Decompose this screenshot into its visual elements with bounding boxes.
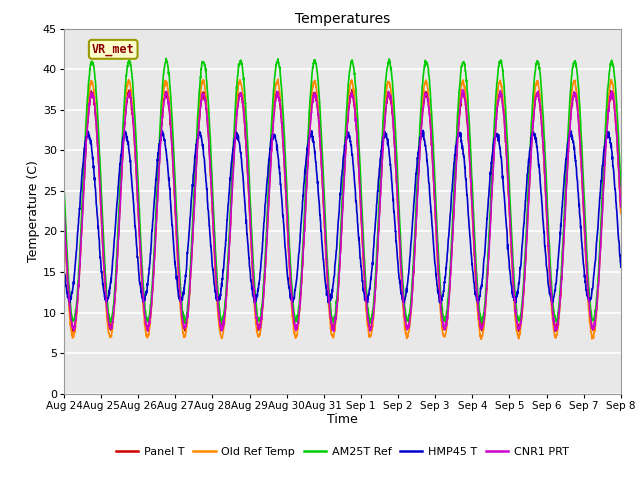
HMP45 T xyxy=(504,252,512,257)
AM25T Ref xyxy=(359,221,367,227)
Line: AM25T Ref: AM25T Ref xyxy=(64,59,621,324)
Old Ref Temp xyxy=(274,76,282,82)
Old Ref Temp xyxy=(371,293,379,299)
AM25T Ref xyxy=(568,71,576,76)
HMP45 T xyxy=(568,136,576,142)
AM25T Ref xyxy=(60,184,68,190)
HMP45 T xyxy=(419,127,427,133)
CNR1 PRT xyxy=(584,276,591,282)
Line: Panel T: Panel T xyxy=(64,90,621,332)
Panel T xyxy=(60,207,68,213)
Line: CNR1 PRT: CNR1 PRT xyxy=(64,90,621,331)
X-axis label: Time: Time xyxy=(327,413,358,426)
Panel T xyxy=(348,87,356,93)
Title: Temperatures: Temperatures xyxy=(295,12,390,26)
HMP45 T xyxy=(60,262,68,268)
AM25T Ref xyxy=(617,184,625,190)
Line: Old Ref Temp: Old Ref Temp xyxy=(64,79,621,339)
HMP45 T xyxy=(548,301,556,307)
Old Ref Temp xyxy=(477,336,485,342)
HMP45 T xyxy=(584,294,591,300)
Old Ref Temp xyxy=(60,212,68,217)
HMP45 T xyxy=(617,264,625,270)
AM25T Ref xyxy=(216,305,223,311)
HMP45 T xyxy=(216,297,223,303)
Panel T xyxy=(371,290,379,296)
Panel T xyxy=(568,99,576,105)
HMP45 T xyxy=(371,231,378,237)
AM25T Ref xyxy=(163,56,170,61)
Legend: Panel T, Old Ref Temp, AM25T Ref, HMP45 T, CNR1 PRT: Panel T, Old Ref Temp, AM25T Ref, HMP45 … xyxy=(112,442,573,461)
Panel T xyxy=(617,207,625,213)
CNR1 PRT xyxy=(459,87,467,93)
AM25T Ref xyxy=(366,321,374,326)
CNR1 PRT xyxy=(330,328,338,334)
Old Ref Temp xyxy=(584,287,591,292)
HMP45 T xyxy=(358,278,366,284)
Panel T xyxy=(584,278,591,284)
Panel T xyxy=(505,193,513,199)
Panel T xyxy=(70,329,77,335)
CNR1 PRT xyxy=(371,295,379,300)
Old Ref Temp xyxy=(617,211,625,216)
AM25T Ref xyxy=(584,260,591,266)
AM25T Ref xyxy=(505,166,513,171)
CNR1 PRT xyxy=(505,192,513,197)
Y-axis label: Temperature (C): Temperature (C) xyxy=(27,160,40,262)
CNR1 PRT xyxy=(617,204,625,210)
CNR1 PRT xyxy=(60,204,68,209)
Old Ref Temp xyxy=(568,87,576,93)
CNR1 PRT xyxy=(216,314,223,320)
CNR1 PRT xyxy=(568,101,576,107)
AM25T Ref xyxy=(371,279,379,285)
Panel T xyxy=(216,315,223,321)
Text: VR_met: VR_met xyxy=(92,43,134,56)
Old Ref Temp xyxy=(359,245,367,251)
CNR1 PRT xyxy=(359,240,367,245)
Old Ref Temp xyxy=(505,192,513,198)
Panel T xyxy=(359,247,367,252)
Old Ref Temp xyxy=(216,323,223,329)
Line: HMP45 T: HMP45 T xyxy=(64,130,621,304)
